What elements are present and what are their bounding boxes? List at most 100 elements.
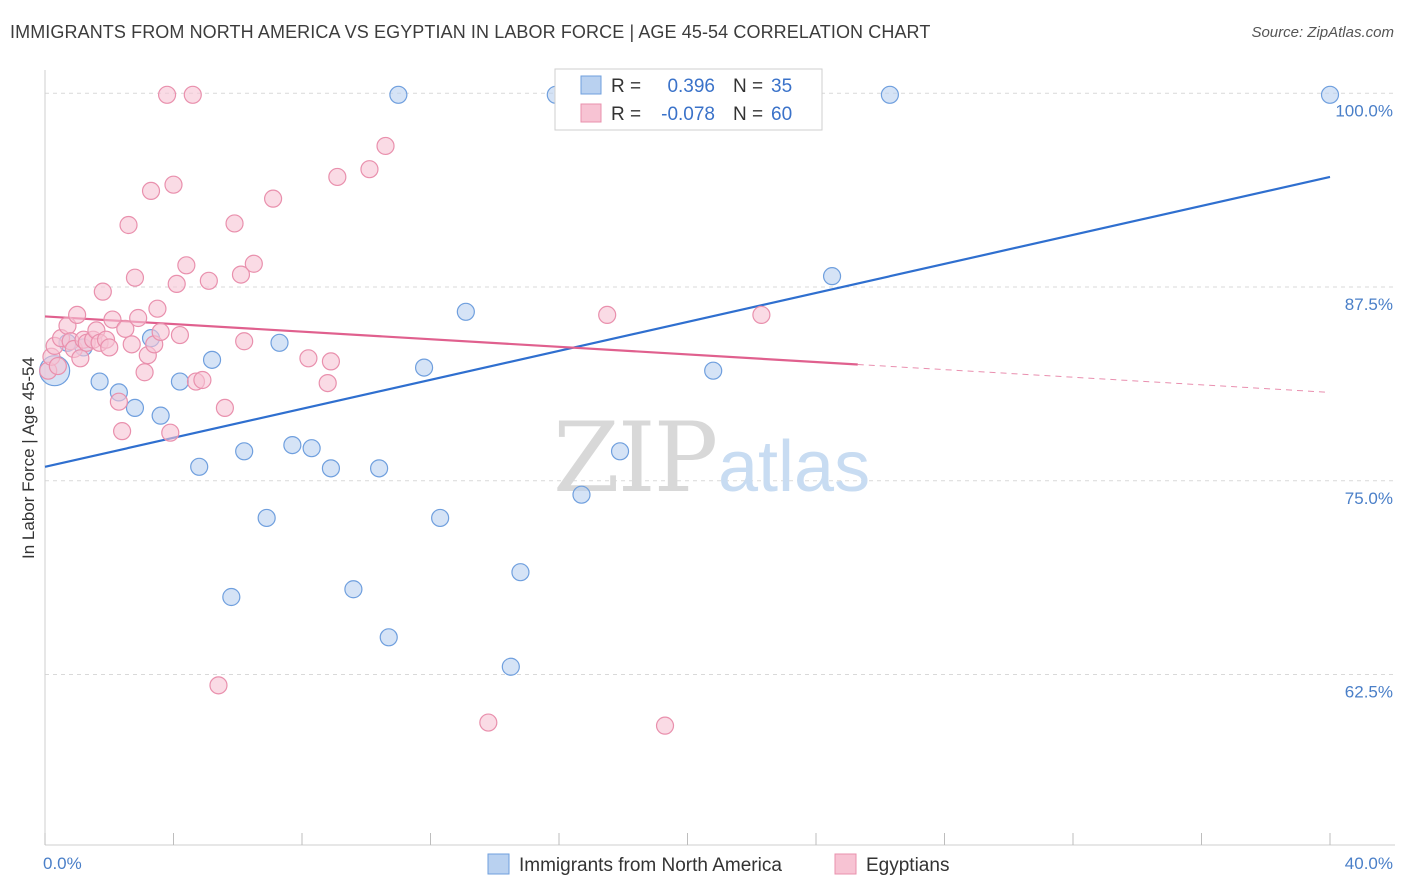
point-blue-16 — [302, 439, 321, 458]
point-pink-47 — [244, 254, 263, 273]
point-blue-21 — [389, 85, 408, 104]
y-tick-labels: 62.5% 75.0% 87.5% 100.0% — [1335, 101, 1393, 701]
point-pink-58 — [655, 716, 675, 735]
point-pink-35 — [167, 274, 186, 293]
point-pink-32 — [157, 85, 177, 104]
point-pink-31 — [151, 322, 170, 342]
chart-title: IMMIGRANTS FROM NORTH AMERICA VS EGYPTIA… — [10, 22, 931, 42]
point-pink-49 — [299, 349, 318, 368]
point-pink-36 — [170, 325, 190, 345]
point-blue-31 — [704, 361, 723, 380]
point-blue-10 — [202, 350, 222, 369]
stats-n-label-blue: N = — [733, 76, 763, 97]
point-pink-30 — [148, 299, 167, 318]
point-pink-54 — [376, 136, 395, 156]
point-pink-17 — [100, 338, 119, 357]
y-tick-label-3: 100.0% — [1335, 101, 1393, 120]
point-pink-45 — [231, 265, 251, 284]
point-pink-42 — [209, 676, 228, 695]
point-pink-55 — [479, 713, 498, 732]
point-pink-26 — [135, 363, 154, 382]
point-blue-12 — [235, 442, 254, 461]
point-blue-34 — [1320, 85, 1340, 104]
point-pink-21 — [116, 319, 135, 338]
x-tick-label-0: 0.0% — [43, 854, 82, 873]
point-blue-9 — [190, 457, 209, 476]
point-pink-41 — [199, 271, 218, 290]
point-blue-26 — [511, 563, 530, 582]
point-blue-11 — [222, 587, 241, 607]
trend-line-pink — [44, 315, 858, 366]
point-pink-8 — [68, 305, 87, 324]
point-pink-20 — [112, 422, 132, 441]
point-blue-14 — [270, 333, 289, 352]
x-tick-label-1: 40.0% — [1345, 854, 1393, 873]
y-tick-label-2: 87.5% — [1345, 295, 1393, 314]
trend-line-pink-extension — [857, 364, 1331, 393]
point-blue-28 — [572, 485, 591, 504]
stats-r-label-blue: R = — [611, 76, 641, 97]
stats-legend-swatch-pink — [580, 103, 602, 123]
point-pink-28 — [141, 181, 161, 200]
point-pink-38 — [183, 85, 202, 104]
y-axis-title: In Labor Force | Age 45-54 — [19, 357, 38, 559]
point-pink-25 — [129, 308, 148, 328]
point-blue-23 — [431, 508, 450, 528]
point-pink-22 — [119, 215, 138, 235]
data-points — [39, 85, 1340, 735]
point-pink-19 — [109, 392, 128, 411]
stats-r-value-blue: 0.396 — [667, 76, 715, 97]
stats-n-label-pink: N = — [733, 104, 763, 125]
point-pink-50 — [318, 374, 337, 393]
point-blue-8 — [170, 372, 190, 391]
trend-line-blue — [44, 175, 1331, 468]
point-blue-33 — [880, 85, 899, 104]
point-pink-44 — [225, 214, 244, 233]
point-blue-17 — [321, 459, 341, 478]
trend-lines — [44, 175, 1331, 468]
point-pink-9 — [71, 349, 90, 368]
point-blue-7 — [151, 406, 170, 425]
point-blue-20 — [379, 628, 398, 647]
point-pink-24 — [125, 268, 145, 287]
point-blue-3 — [90, 372, 109, 391]
series-legend-swatch-blue — [487, 853, 510, 875]
stats-legend-swatch-blue — [580, 75, 602, 95]
point-blue-19 — [370, 459, 389, 478]
watermark: ZIP atlas — [553, 402, 870, 514]
x-tick-labels: 0.0% 40.0% — [43, 854, 1393, 873]
point-pink-33 — [161, 423, 180, 442]
point-pink-43 — [215, 398, 234, 417]
point-blue-22 — [414, 358, 434, 377]
point-blue-30 — [610, 442, 630, 461]
y-tick-label-0: 62.5% — [1345, 683, 1393, 702]
point-pink-37 — [177, 256, 196, 275]
point-pink-3 — [48, 356, 67, 376]
series-legend-label-blue: Immigrants from North America — [519, 855, 782, 876]
axes — [44, 70, 1395, 846]
point-pink-46 — [235, 332, 254, 351]
stats-n-value-pink: 60 — [771, 104, 792, 125]
point-blue-15 — [283, 436, 302, 455]
series-legend: Immigrants from North America Egyptians — [487, 853, 949, 876]
point-blue-5 — [125, 398, 145, 417]
point-pink-56 — [598, 305, 617, 324]
point-pink-59 — [752, 305, 771, 324]
point-pink-51 — [321, 352, 341, 371]
point-pink-15 — [93, 282, 112, 301]
point-blue-25 — [501, 657, 520, 676]
stats-r-label-pink: R = — [611, 104, 641, 125]
point-pink-34 — [164, 175, 183, 194]
stats-n-value-blue: 35 — [771, 76, 792, 97]
series-legend-label-pink: Egyptians — [866, 855, 949, 876]
series-legend-swatch-pink — [834, 853, 857, 875]
stats-legend: R = 0.396 N = 35 R = -0.078 N = 60 — [554, 68, 823, 131]
point-pink-23 — [122, 335, 141, 354]
point-pink-52 — [328, 167, 347, 187]
point-pink-48 — [263, 189, 283, 208]
y-tick-label-1: 75.0% — [1345, 489, 1393, 508]
point-blue-13 — [257, 508, 276, 528]
point-blue-18 — [344, 580, 363, 599]
point-blue-32 — [822, 267, 842, 286]
